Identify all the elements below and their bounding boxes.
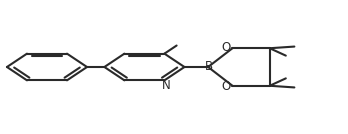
- Text: O: O: [222, 80, 231, 93]
- Text: N: N: [162, 79, 171, 92]
- Text: O: O: [222, 41, 231, 54]
- Text: B: B: [205, 60, 213, 74]
